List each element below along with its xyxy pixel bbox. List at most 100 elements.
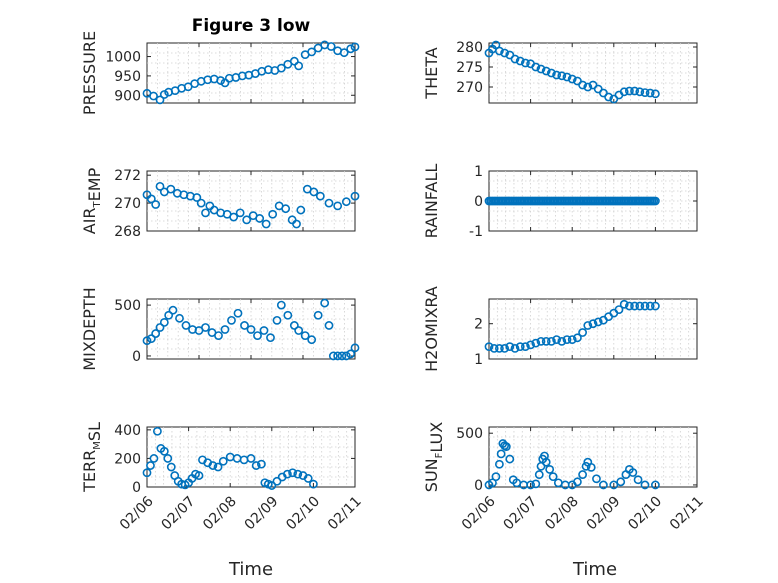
y-tick-label: -1 xyxy=(469,224,483,240)
data-point xyxy=(294,326,304,335)
data-point xyxy=(651,89,660,99)
data-point xyxy=(194,471,204,480)
data-point xyxy=(578,80,587,90)
data-point xyxy=(333,351,343,361)
y-tick-label: 2 xyxy=(474,317,483,333)
data-point xyxy=(599,480,608,490)
data-point xyxy=(500,48,509,58)
x-tick-label: 02/09 xyxy=(584,493,624,533)
data-point xyxy=(307,335,317,345)
data-point xyxy=(547,68,556,78)
data-point xyxy=(214,331,223,341)
y-tick-label: 900 xyxy=(114,88,141,104)
y-tick-label: 500 xyxy=(114,298,141,314)
data-point xyxy=(581,461,591,471)
x-tick-label: 02/10 xyxy=(625,493,665,533)
data-point xyxy=(593,317,603,327)
data-point xyxy=(341,351,351,361)
series-markers xyxy=(484,439,660,490)
data-point xyxy=(289,321,299,330)
data-point xyxy=(309,187,319,197)
grid-lines xyxy=(489,299,697,359)
data-point xyxy=(307,47,317,57)
data-point xyxy=(534,470,544,479)
y-tick-label: 0 xyxy=(132,480,141,496)
data-point xyxy=(501,442,511,452)
y-tick-label: 200 xyxy=(114,451,141,467)
data-point xyxy=(645,301,655,311)
data-point xyxy=(640,301,650,311)
data-point xyxy=(149,454,159,463)
data-point xyxy=(651,196,660,206)
data-point xyxy=(526,480,535,490)
x-tick-label: 02/09 xyxy=(242,493,282,533)
data-point xyxy=(220,325,230,334)
subplot-pressure: 900 950 1000 PRESSURE xyxy=(80,31,360,115)
data-point xyxy=(268,209,278,219)
data-point xyxy=(328,351,338,361)
data-point xyxy=(142,468,152,478)
data-point xyxy=(552,335,561,344)
series-markers xyxy=(142,181,360,229)
data-point xyxy=(350,343,360,353)
x-tick-label: 02/06 xyxy=(459,493,499,533)
y-tick-label: 272 xyxy=(114,168,141,184)
data-point xyxy=(149,91,158,101)
data-point xyxy=(625,301,634,311)
data-point xyxy=(567,335,577,344)
data-point xyxy=(313,310,323,320)
data-point xyxy=(220,78,230,88)
y-tick-label: 950 xyxy=(114,69,141,85)
data-point xyxy=(293,469,303,479)
data-point xyxy=(526,340,535,350)
y-tick-label: 270 xyxy=(456,80,483,96)
x-tick-label: 02/08 xyxy=(200,493,240,533)
y-axis-label: H2OMIXRA xyxy=(422,286,441,372)
data-point xyxy=(283,310,293,320)
data-point xyxy=(251,461,261,470)
data-point xyxy=(246,454,256,463)
data-point xyxy=(545,465,555,474)
x-tick-label: 02/06 xyxy=(117,493,157,533)
data-point xyxy=(276,63,286,73)
figure-title: Figure 3 low xyxy=(192,16,311,36)
data-point xyxy=(196,198,206,208)
data-point xyxy=(208,461,218,470)
subplot-sun_flux: 0 500 02/06 02/07 02/08 02/09 02/10 02/11 SUNFLU… xyxy=(422,422,707,534)
data-point xyxy=(557,336,567,346)
series-markers xyxy=(142,298,360,361)
data-point xyxy=(227,315,236,325)
data-point xyxy=(324,198,334,208)
data-point xyxy=(609,480,619,490)
data-point xyxy=(235,208,245,218)
data-point xyxy=(256,459,266,469)
data-point xyxy=(505,342,515,352)
data-point xyxy=(619,87,629,97)
data-point xyxy=(484,342,494,352)
data-point xyxy=(159,90,169,99)
data-point xyxy=(155,323,165,332)
data-point xyxy=(181,321,191,330)
data-point xyxy=(633,475,643,485)
data-point xyxy=(583,82,593,92)
data-point xyxy=(259,326,269,335)
data-point xyxy=(289,56,299,66)
data-point xyxy=(229,212,239,222)
data-point xyxy=(267,481,277,490)
data-point xyxy=(635,301,645,311)
data-point xyxy=(645,88,655,98)
series-markers xyxy=(484,196,660,206)
x-tick-label: 02/10 xyxy=(283,493,323,533)
data-point xyxy=(320,298,330,308)
data-point xyxy=(218,456,228,466)
data-point xyxy=(588,319,598,329)
data-point xyxy=(494,344,504,353)
y-axis-label: MIXDEPTH xyxy=(80,287,99,370)
data-point xyxy=(541,66,551,76)
y-axis-label: AIRTEMP xyxy=(80,167,104,234)
data-point xyxy=(651,480,660,490)
data-point xyxy=(350,42,360,52)
series-markers xyxy=(484,40,660,104)
x-tick-label: 02/11 xyxy=(667,493,707,533)
data-point xyxy=(531,338,541,348)
